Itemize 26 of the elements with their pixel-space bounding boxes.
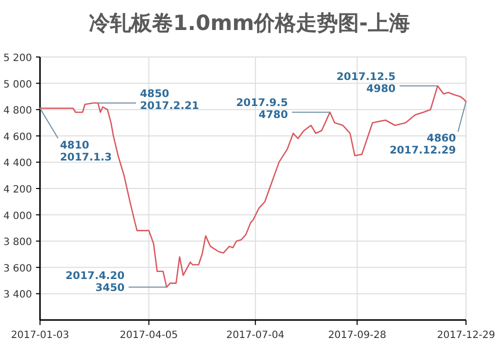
- annotation: 2017.4.20 3450: [66, 270, 168, 294]
- y-tick-label: 5 200: [3, 53, 32, 64]
- annotation: 2017.4.20 3450: [65, 270, 125, 294]
- annotation: 2017.9.5 4780: [236, 97, 330, 122]
- annotation: 2017.9.5 4780: [236, 97, 288, 122]
- x-tick-label: 2017-04-05: [120, 330, 178, 341]
- x-tick-label: 2017-12-29: [436, 330, 496, 341]
- annotation: 4860 2017.12.29: [390, 101, 466, 157]
- annotation: 4860 2017.12.29: [390, 132, 456, 157]
- y-tick-label: 4 800: [3, 106, 32, 117]
- y-tick-label: 4 400: [3, 158, 32, 170]
- y-tick-label: 3 800: [3, 237, 32, 248]
- annotation: 4850 2017.2.21: [140, 88, 200, 112]
- y-tick-label: 4 200: [3, 184, 32, 196]
- annotation: 4810 2017.1.3: [60, 139, 112, 164]
- chart-title: 冷轧板卷1.0mm价格走势图-上海: [89, 11, 410, 35]
- y-tick-label: 3 400: [3, 290, 32, 301]
- y-tick-label: 4 000: [3, 210, 32, 222]
- y-tick-label: 3 600: [3, 263, 32, 274]
- annotation: 2017.12.5 4980: [336, 70, 438, 95]
- x-tick-label: 2017-09-28: [328, 330, 386, 341]
- y-tick-label: 4 600: [3, 132, 32, 143]
- x-tick-label: 2017-01-03: [10, 330, 70, 341]
- x-tick-label: 2017-07-04: [226, 330, 284, 341]
- annotation: 2017.12.5 4980: [336, 70, 396, 95]
- y-tick-label: 5 000: [3, 79, 32, 90]
